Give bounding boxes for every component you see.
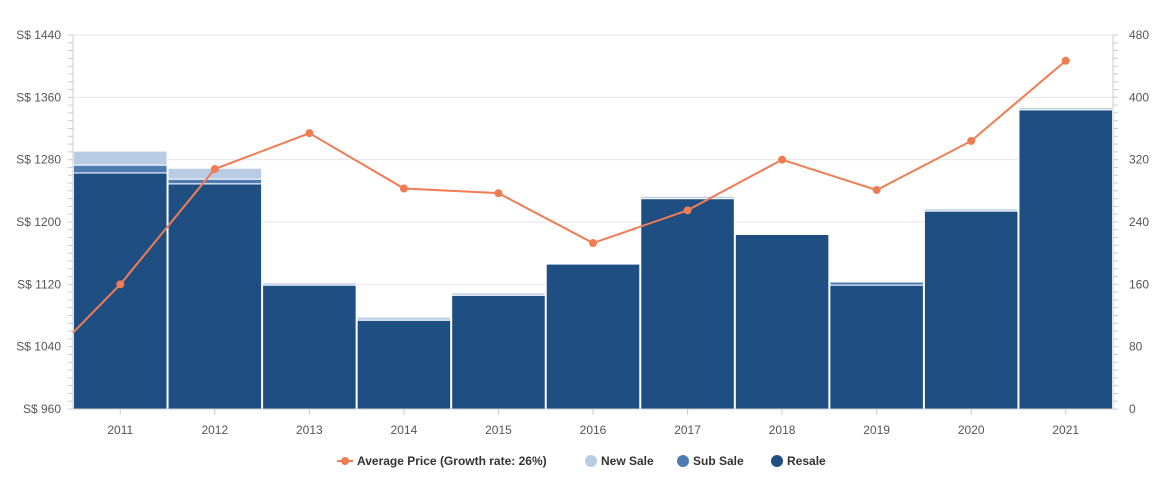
bar-resale	[451, 294, 546, 410]
legend-label: Sub Sale	[693, 454, 744, 468]
axes: S$ 960 S$ 1040 S$ 1120 S$ 1200 S$ 1280 S$ 136…	[16, 28, 1149, 437]
average-price-line	[72, 59, 1067, 334]
bar-resale	[734, 233, 830, 410]
bar-new-sale	[73, 150, 168, 166]
y-right-tick-label: 400	[1129, 90, 1149, 104]
legend-item-resale[interactable]: Resale	[771, 454, 826, 468]
bar-resale	[73, 172, 168, 410]
x-tick-label: 2013	[296, 423, 323, 437]
x-tick-label: 2015	[485, 423, 512, 437]
bars	[73, 106, 1113, 410]
bar-new-sale	[451, 292, 546, 296]
bar-new-sale	[356, 316, 452, 321]
bar-resale	[640, 198, 735, 410]
average-price-point	[872, 186, 881, 195]
bar-new-sale	[262, 282, 357, 286]
bar-resale	[356, 319, 452, 410]
average-price-point	[210, 165, 219, 174]
x-tick-label: 2017	[674, 423, 701, 437]
average-price-point	[778, 155, 787, 164]
y-right-tick-label: 160	[1129, 277, 1149, 291]
x-tick-label: 2014	[391, 423, 418, 437]
average-price-point	[589, 239, 597, 248]
y-left-tick-label: S$ 1200	[16, 215, 61, 229]
y-right-tick-label: 240	[1129, 215, 1149, 229]
x-tick-label: 2020	[958, 423, 985, 437]
legend-item-sub[interactable]: Sub Sale	[677, 454, 744, 468]
y-left-tick-label: S$ 1440	[16, 28, 61, 42]
legend[interactable]: Average Price (Growth rate: 26%) New Sale…	[337, 454, 826, 468]
y-left-tick-label: S$ 960	[23, 402, 61, 416]
x-tick-label: 2016	[580, 423, 607, 437]
y-left-tick-label: S$ 1040	[16, 340, 61, 354]
legend-dot-icon	[677, 455, 689, 467]
legend-label: Resale	[787, 454, 826, 468]
x-tick-label: 2012	[201, 423, 228, 437]
bar-new-sale	[923, 208, 1019, 212]
y-left-tick-label: S$ 1120	[17, 277, 61, 291]
bar-sub-sale	[167, 178, 263, 185]
bar-resale	[829, 284, 924, 410]
price-line	[72, 56, 1070, 334]
legend-item-average-price[interactable]: Average Price (Growth rate: 26%)	[337, 454, 547, 468]
average-price-point	[116, 280, 125, 289]
bar-resale	[1018, 109, 1113, 410]
legend-label: Average Price (Growth rate: 26%)	[357, 454, 547, 468]
bar-resale	[923, 210, 1019, 410]
average-price-point	[683, 206, 692, 215]
average-price-point	[1061, 56, 1070, 65]
y-right-tick-label: 0	[1129, 402, 1136, 416]
y-right-tick-label: 480	[1129, 28, 1149, 42]
x-tick-label: 2019	[863, 423, 890, 437]
bar-new-sale	[1018, 106, 1113, 111]
bar-resale	[545, 263, 641, 410]
x-tick-label: 2018	[769, 423, 796, 437]
x-tick-label: 2011	[107, 423, 133, 437]
average-price-point	[399, 184, 408, 193]
legend-marker-icon	[341, 457, 349, 465]
legend-item-new[interactable]: New Sale	[585, 454, 654, 468]
average-price-point	[305, 129, 314, 138]
bar-sub-sale	[829, 281, 924, 286]
legend-dot-icon	[585, 455, 597, 467]
y-right-tick-label: 80	[1129, 340, 1143, 354]
legend-dot-icon	[771, 455, 783, 467]
y-left-tick-label: S$ 1280	[16, 153, 61, 167]
bar-new-sale	[640, 195, 735, 200]
average-price-point	[494, 189, 503, 198]
y-right-tick-label: 320	[1129, 153, 1149, 167]
bar-resale	[262, 284, 357, 410]
bar-sub-sale	[73, 164, 168, 174]
legend-label: New Sale	[601, 454, 654, 468]
y-left-tick-label: S$ 1360	[16, 90, 61, 104]
bar-resale	[167, 183, 263, 410]
average-price-point	[967, 136, 976, 145]
x-tick-label: 2021	[1052, 423, 1079, 437]
